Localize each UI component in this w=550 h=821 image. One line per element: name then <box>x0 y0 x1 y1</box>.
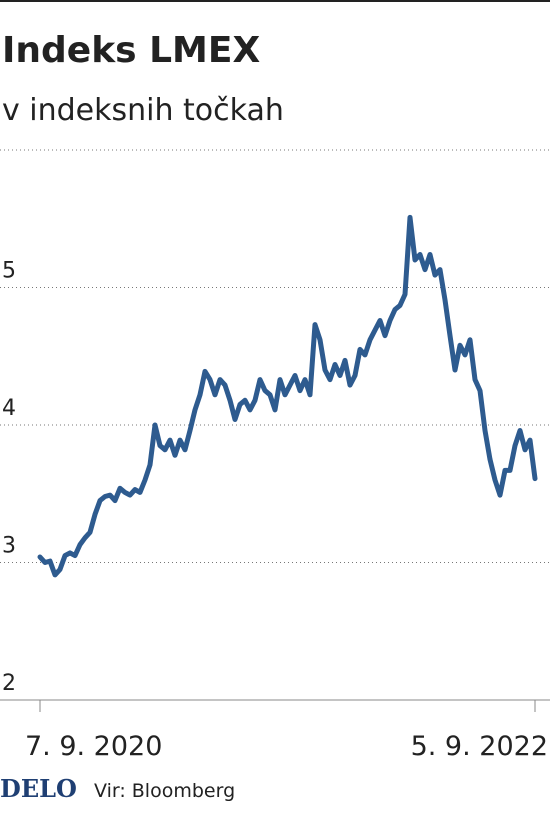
y-tick-label: 4 <box>2 396 16 421</box>
logo: DELO <box>0 774 77 803</box>
x-tick-label: 7. 9. 2020 <box>25 731 162 762</box>
y-tick-label: 3 <box>2 534 16 559</box>
y-tick-label: 5 <box>2 259 16 284</box>
y-tick-label: 2 <box>2 671 16 696</box>
data-line <box>37 214 538 578</box>
chart-subtitle: v indeksnih točkah <box>2 93 284 128</box>
source: Vir: Bloomberg <box>94 780 235 802</box>
chart-title: Indeks LMEX <box>2 30 260 71</box>
x-tick-label: 5. 9. 2022 <box>411 731 548 762</box>
